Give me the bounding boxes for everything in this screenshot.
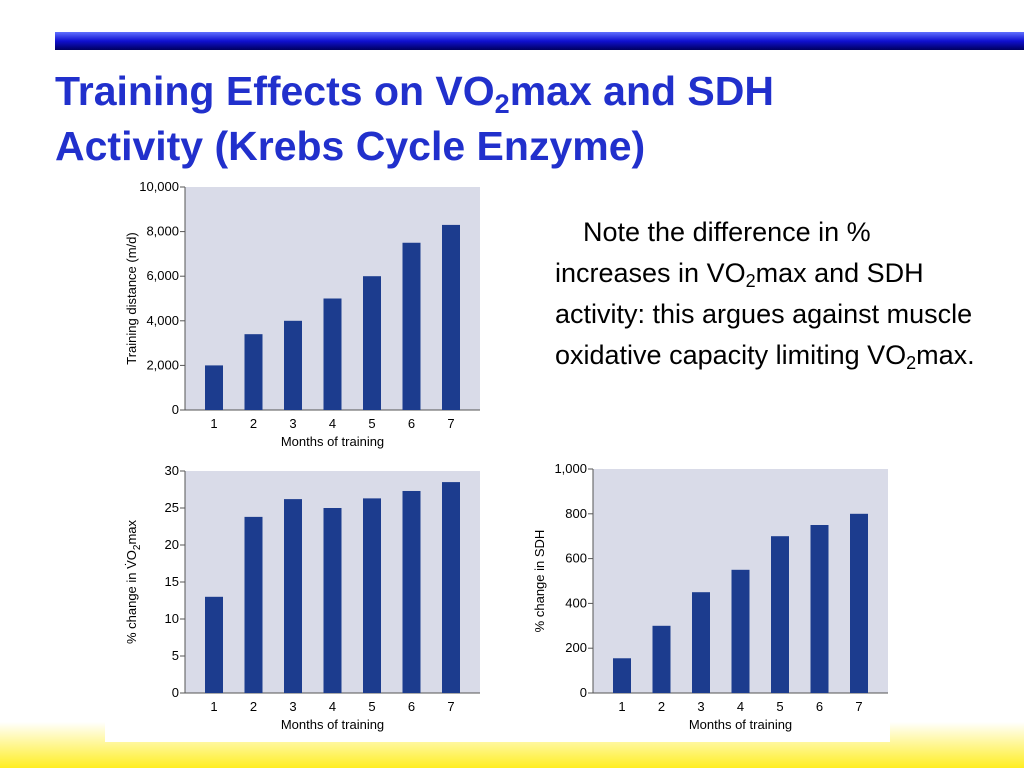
bar — [363, 276, 381, 410]
bar — [692, 592, 710, 693]
x-tick-label: 1 — [210, 699, 217, 714]
y-tick-label: 5 — [172, 648, 179, 663]
y-tick-label: 10 — [165, 611, 179, 626]
y-tick-label: 6,000 — [146, 268, 179, 283]
x-tick-label: 3 — [697, 699, 704, 714]
bar — [205, 365, 223, 410]
y-axis-label-part: % change in V̇O — [124, 550, 139, 644]
bar — [731, 569, 750, 693]
bar — [284, 320, 302, 410]
x-tick-label: 2 — [250, 416, 257, 431]
y-tick-label: 25 — [165, 500, 179, 515]
y-axis-label: % change in SDH — [532, 530, 547, 633]
x-tick-label: 7 — [447, 416, 454, 431]
header-bar — [55, 32, 1024, 50]
bar — [402, 242, 421, 410]
x-tick-label: 5 — [776, 699, 783, 714]
y-tick-label: 10,000 — [139, 179, 179, 194]
x-tick-label: 2 — [658, 699, 665, 714]
y-tick-label: 8,000 — [146, 224, 179, 239]
bar — [323, 508, 342, 693]
x-tick-label: 3 — [289, 699, 296, 714]
slide-title: Activity (Krebs Cycle Enzyme) — [55, 123, 645, 169]
x-tick-label: 1 — [210, 416, 217, 431]
bar — [205, 596, 223, 693]
x-tick-label: 6 — [408, 699, 415, 714]
y-tick-label: 1,000 — [554, 461, 587, 476]
y-tick-label: 2,000 — [146, 357, 179, 372]
x-tick-label: 7 — [855, 699, 862, 714]
bar — [810, 525, 829, 693]
y-tick-label: 30 — [165, 463, 179, 478]
y-tick-label: 15 — [165, 574, 179, 589]
bar — [402, 490, 421, 693]
x-tick-label: 2 — [250, 699, 257, 714]
x-tick-label: 1 — [618, 699, 625, 714]
bar — [323, 298, 342, 410]
bar — [363, 498, 381, 693]
y-tick-label: 0 — [172, 402, 179, 417]
y-tick-label: 4,000 — [146, 313, 179, 328]
y-tick-label: 800 — [565, 506, 587, 521]
bar — [244, 334, 263, 410]
y-tick-label: 600 — [565, 551, 587, 566]
note-text: Note the difference in % increases in VO… — [555, 217, 975, 373]
bar — [442, 482, 460, 693]
x-axis-label: Months of training — [281, 434, 384, 449]
y-axis-label-part: Training distance (m/d) — [124, 232, 139, 364]
x-tick-label: 4 — [329, 416, 336, 431]
y-axis-label-part: 2 — [132, 544, 143, 550]
bar — [850, 513, 868, 693]
x-tick-label: 3 — [289, 416, 296, 431]
y-tick-label: 0 — [580, 685, 587, 700]
bar — [613, 658, 631, 693]
bar — [244, 516, 263, 693]
x-tick-label: 5 — [368, 416, 375, 431]
x-axis-label: Months of training — [689, 717, 792, 732]
x-axis-label: Months of training — [281, 717, 384, 732]
bar — [442, 224, 460, 410]
slide-title: Training Effects on VO2max and SDH — [55, 68, 774, 119]
bar — [284, 499, 302, 693]
x-tick-label: 7 — [447, 699, 454, 714]
x-tick-label: 6 — [816, 699, 823, 714]
y-tick-label: 0 — [172, 685, 179, 700]
x-tick-label: 4 — [329, 699, 336, 714]
y-axis-label-part: % change in SDH — [532, 530, 547, 633]
y-tick-label: 200 — [565, 640, 587, 655]
bar — [771, 536, 789, 693]
x-tick-label: 4 — [737, 699, 744, 714]
y-tick-label: 20 — [165, 537, 179, 552]
y-axis-label: % change in V̇O2max — [124, 519, 143, 644]
y-axis-label-part: max — [124, 519, 139, 544]
x-tick-label: 6 — [408, 416, 415, 431]
x-tick-label: 5 — [368, 699, 375, 714]
bar — [652, 625, 671, 693]
y-tick-label: 400 — [565, 595, 587, 610]
y-axis-label: Training distance (m/d) — [124, 232, 139, 364]
